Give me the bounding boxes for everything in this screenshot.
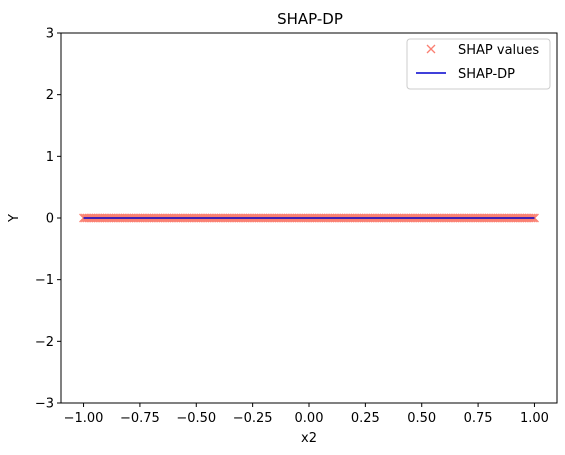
y-axis-label: Y bbox=[7, 214, 22, 223]
x-axis: −1.00 −0.75 −0.50 −0.25 0.00 0.25 0.50 0.75 1.00 bbox=[64, 403, 549, 426]
legend-frame bbox=[406, 38, 551, 90]
legend-x-marker bbox=[426, 44, 436, 54]
legend-marker-shap-values bbox=[426, 44, 436, 54]
y-tick-label: 2 bbox=[46, 88, 54, 103]
x-tick-label: −0.75 bbox=[120, 411, 160, 426]
y-tick-label: −3 bbox=[35, 397, 54, 412]
x-tick-label: 0.00 bbox=[295, 411, 324, 426]
y-tick-label: −2 bbox=[35, 335, 54, 350]
legend-label-shap-values: SHAP values bbox=[458, 43, 539, 58]
chart-title: SHAP-DP bbox=[277, 10, 343, 28]
x-tick-label: 1.00 bbox=[520, 411, 549, 426]
y-tick-label: 0 bbox=[46, 212, 54, 227]
y-tick-label: 3 bbox=[46, 27, 54, 42]
plot-area bbox=[79, 213, 539, 223]
y-tick-label: 1 bbox=[46, 150, 54, 165]
x-tick-label: −0.50 bbox=[176, 411, 216, 426]
legend-label-shap-dp: SHAP-DP bbox=[458, 67, 515, 82]
x-tick-label: 0.75 bbox=[464, 411, 493, 426]
legend: SHAP values SHAP-DP bbox=[406, 38, 551, 90]
x-tick-label: 0.25 bbox=[351, 411, 380, 426]
x-tick-label: −0.25 bbox=[233, 411, 273, 426]
y-axis: −3 −2 −1 0 1 2 3 bbox=[35, 27, 61, 412]
y-tick-label: −1 bbox=[35, 273, 54, 288]
x-axis-label: x2 bbox=[301, 431, 317, 446]
x-tick-label: −1.00 bbox=[64, 411, 104, 426]
x-tick-label: 0.50 bbox=[407, 411, 436, 426]
